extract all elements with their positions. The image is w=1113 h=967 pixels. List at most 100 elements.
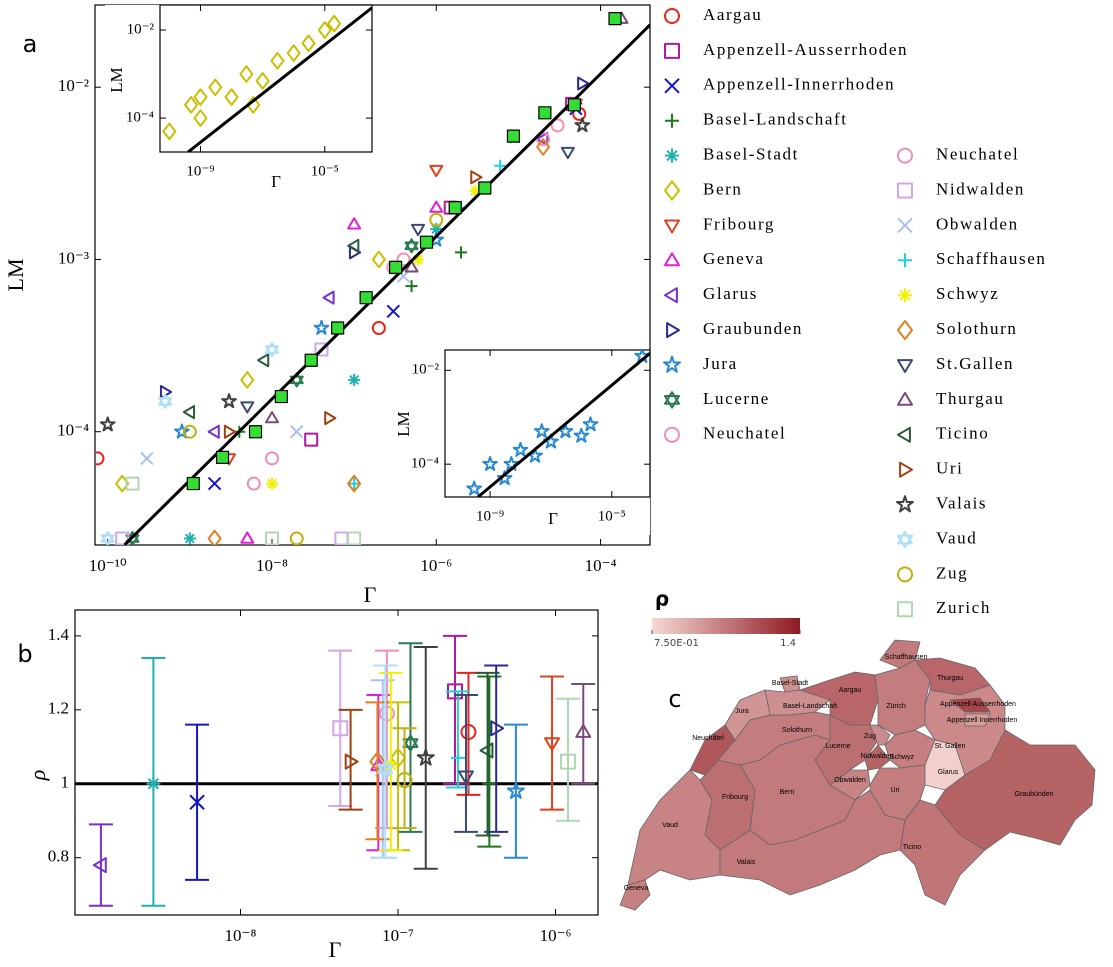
point xyxy=(429,164,444,178)
point xyxy=(412,253,425,266)
binned-mean xyxy=(389,260,403,274)
point xyxy=(125,476,140,491)
point xyxy=(573,427,590,443)
x-axis-label: Γ xyxy=(548,509,558,528)
point xyxy=(396,252,411,267)
legend-label: Fribourg xyxy=(703,214,775,233)
point xyxy=(371,321,386,336)
legend-marker xyxy=(664,42,680,59)
point xyxy=(183,532,196,545)
legend-label: Obwalden xyxy=(936,214,1019,233)
point xyxy=(327,14,342,33)
binned-mean xyxy=(478,181,492,195)
point xyxy=(544,737,561,752)
point xyxy=(223,424,237,439)
legend-label: Zurich xyxy=(936,598,991,617)
y-tick-label: 0.8 xyxy=(48,847,69,866)
point xyxy=(347,238,360,253)
point xyxy=(560,146,575,160)
legend-label: Jura xyxy=(703,354,738,373)
point xyxy=(322,290,335,305)
legend-marker xyxy=(665,148,679,163)
canton-label: Bern xyxy=(780,789,795,796)
canton xyxy=(874,659,931,736)
canton-label: Geneva xyxy=(624,885,649,892)
legend-marker xyxy=(664,391,680,409)
legend-marker xyxy=(666,322,680,339)
canton-label: Schwyz xyxy=(890,754,915,761)
x-tick-label: 10⁻⁵ xyxy=(311,163,339,179)
canton-label: Valais xyxy=(737,859,756,866)
binned-mean xyxy=(419,235,434,249)
fit-line xyxy=(187,6,372,152)
x-tick-label: 10⁻⁷ xyxy=(382,926,414,945)
point xyxy=(270,52,285,70)
canton xyxy=(879,639,921,669)
legend-label: Valais xyxy=(936,494,987,513)
canton xyxy=(779,675,801,693)
point xyxy=(158,393,173,409)
point xyxy=(429,212,444,227)
point xyxy=(429,200,444,213)
colorbar-label: 7.50E-01 xyxy=(654,638,699,649)
point xyxy=(314,342,329,357)
legend-marker xyxy=(897,426,911,443)
point xyxy=(574,117,591,133)
point xyxy=(255,72,270,90)
point xyxy=(536,132,551,147)
y-tick-label: 1 xyxy=(61,773,70,792)
legend-label: Thurgau xyxy=(936,389,1004,408)
point xyxy=(560,753,577,770)
binned-mean xyxy=(304,353,318,367)
point xyxy=(264,531,279,545)
point xyxy=(371,250,386,269)
point xyxy=(184,96,199,114)
canton xyxy=(914,657,991,696)
point xyxy=(396,772,413,789)
binned-mean xyxy=(331,321,345,335)
x-tick-label: 10⁻⁸ xyxy=(256,556,288,575)
y-axis-label: ρ xyxy=(25,770,50,782)
scatter-points xyxy=(95,11,650,545)
point xyxy=(536,138,551,156)
point xyxy=(182,424,197,439)
legend-marker xyxy=(899,461,913,478)
point xyxy=(494,159,507,172)
legend-marker xyxy=(664,219,680,234)
canton-label: Jura xyxy=(735,708,749,715)
point xyxy=(286,44,301,62)
point xyxy=(512,441,529,457)
binned-mean xyxy=(608,12,622,26)
point xyxy=(506,781,525,799)
point xyxy=(416,748,435,766)
point xyxy=(503,455,520,471)
point xyxy=(386,304,401,319)
canton-label: Nidwalden xyxy=(861,753,894,760)
canton-label: Zürich xyxy=(886,703,906,710)
legend-label: Lucerne xyxy=(703,389,770,408)
point xyxy=(470,170,483,185)
legend-label: Basel-Stadt xyxy=(703,145,799,164)
point xyxy=(369,751,386,772)
canton xyxy=(814,714,879,786)
y-tick-label: 10⁻⁴ xyxy=(57,421,89,440)
canton-label: Fribourg xyxy=(722,794,748,801)
point xyxy=(264,341,279,358)
point xyxy=(404,238,419,254)
legend-label: Uri xyxy=(936,459,963,478)
canton-label: Vaud xyxy=(662,822,678,829)
point xyxy=(348,477,361,490)
legend-marker xyxy=(898,288,912,303)
colorbar-label: 1.4 xyxy=(780,638,796,649)
canton-label: Obwalden xyxy=(834,777,866,784)
point xyxy=(264,451,279,466)
point xyxy=(174,423,190,439)
point xyxy=(92,857,107,874)
legend-marker xyxy=(664,180,680,201)
canton xyxy=(798,671,879,726)
x-tick-label: 10⁻⁶ xyxy=(540,926,572,945)
axes-frame xyxy=(444,349,651,498)
legend-label: Aargau xyxy=(703,5,762,24)
canton xyxy=(689,724,736,776)
point xyxy=(450,750,465,765)
